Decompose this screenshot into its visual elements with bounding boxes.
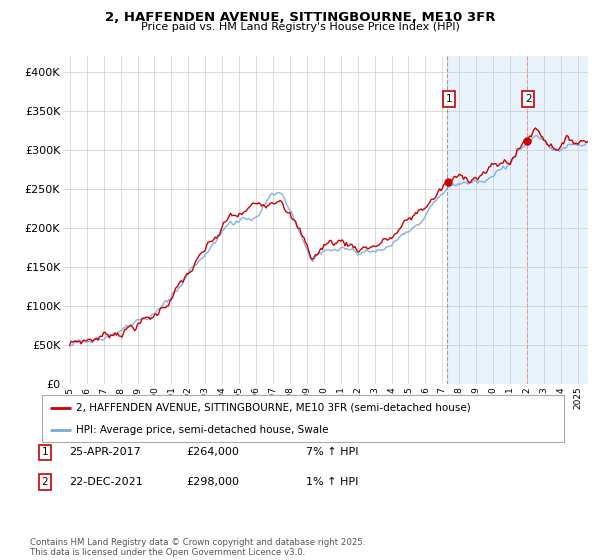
Text: Contains HM Land Registry data © Crown copyright and database right 2025.
This d: Contains HM Land Registry data © Crown c… bbox=[30, 538, 365, 557]
Text: 2, HAFFENDEN AVENUE, SITTINGBOURNE, ME10 3FR: 2, HAFFENDEN AVENUE, SITTINGBOURNE, ME10… bbox=[105, 11, 495, 24]
Text: 2: 2 bbox=[525, 94, 532, 104]
Text: 1: 1 bbox=[41, 447, 49, 458]
Text: 25-APR-2017: 25-APR-2017 bbox=[69, 447, 141, 458]
Text: 22-DEC-2021: 22-DEC-2021 bbox=[69, 477, 143, 487]
Text: 2, HAFFENDEN AVENUE, SITTINGBOURNE, ME10 3FR (semi-detached house): 2, HAFFENDEN AVENUE, SITTINGBOURNE, ME10… bbox=[76, 403, 470, 413]
Text: Price paid vs. HM Land Registry's House Price Index (HPI): Price paid vs. HM Land Registry's House … bbox=[140, 22, 460, 32]
Text: 1% ↑ HPI: 1% ↑ HPI bbox=[306, 477, 358, 487]
Bar bbox=[448, 56, 595, 384]
Text: £264,000: £264,000 bbox=[186, 447, 239, 458]
Text: £298,000: £298,000 bbox=[186, 477, 239, 487]
Text: HPI: Average price, semi-detached house, Swale: HPI: Average price, semi-detached house,… bbox=[76, 424, 328, 435]
Text: 2: 2 bbox=[41, 477, 49, 487]
Text: 7% ↑ HPI: 7% ↑ HPI bbox=[306, 447, 359, 458]
Text: 1: 1 bbox=[446, 94, 452, 104]
